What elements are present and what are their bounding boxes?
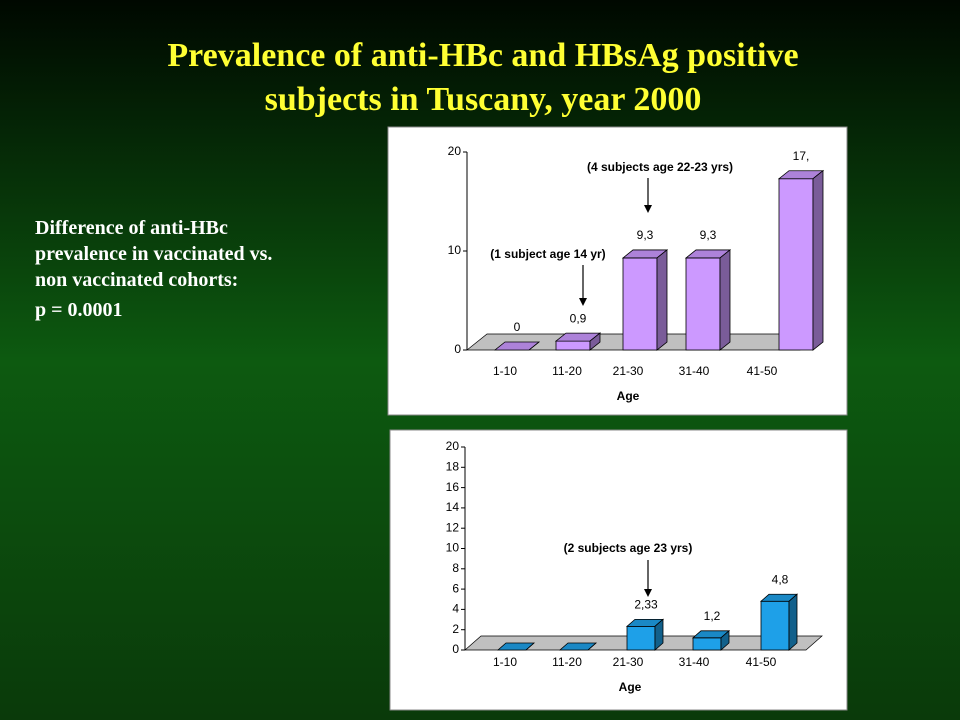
arrow-head [644, 589, 652, 597]
x-axis-label: Age [619, 680, 642, 694]
x-tick-label: 41-50 [746, 655, 777, 669]
y-tick-label: 18 [446, 459, 460, 473]
arrow-head [579, 298, 587, 306]
bar [692, 637, 722, 651]
y-tick-label: 16 [446, 480, 460, 494]
bar [626, 625, 656, 651]
value-label: 0,9 [570, 311, 587, 325]
value-label: 0 [514, 320, 521, 334]
bar-side [654, 618, 664, 651]
side-text: prevalence in vaccinated vs. [35, 243, 272, 265]
bar-side [719, 249, 731, 351]
y-tick-label: 20 [446, 439, 460, 453]
bar [760, 600, 790, 651]
y-tick-label: 10 [446, 541, 460, 555]
y-tick-label: 0 [452, 642, 459, 656]
annotation: (1 subject age 14 yr) [490, 247, 605, 261]
x-tick-label: 41-50 [747, 364, 778, 378]
bar-side [788, 593, 798, 651]
y-tick-label: 10 [448, 243, 462, 257]
annotation: (4 subjects age 22-23 yrs) [587, 160, 733, 174]
x-tick-label: 1-10 [493, 655, 517, 669]
value-label: 9,3 [637, 228, 654, 242]
x-tick-label: 21-30 [613, 655, 644, 669]
bar-side [587, 642, 597, 651]
bar [685, 257, 721, 351]
x-tick-label: 31-40 [679, 364, 710, 378]
title-line: subjects in Tuscany, year 2000 [265, 81, 702, 118]
bar-side [525, 642, 535, 651]
bar-side [528, 341, 540, 351]
y-tick-label: 6 [452, 581, 459, 595]
bar-side [812, 169, 824, 351]
chart: 0 10 20 0 1-10 0,9 11-20 9,3 21-30 9,3 31-40 17, 41-… [387, 126, 848, 416]
chart-panel [387, 126, 848, 416]
y-tick-label: 4 [452, 602, 459, 616]
bar-side [656, 249, 668, 351]
y-tick-label: 14 [446, 500, 460, 514]
value-label: 4,8 [772, 572, 789, 586]
value-label: 17, [793, 149, 810, 163]
x-tick-label: 11-20 [552, 364, 582, 378]
side-text: non vaccinated cohorts: [35, 269, 238, 291]
y-tick-label: 20 [448, 144, 462, 158]
bar [622, 257, 658, 351]
y-tick-label: 8 [452, 561, 459, 575]
x-tick-label: 31-40 [679, 655, 710, 669]
bar [778, 178, 814, 351]
chart: 0 2 4 6 8 10 12 14 16 18 20 1-10 11-20 2,33 21-30 1,2 31… [389, 429, 848, 711]
x-axis-label: Age [617, 389, 640, 403]
annotation: (2 subjects age 23 yrs) [564, 541, 693, 555]
title-line: Prevalence of anti-HBc and HBsAg positiv… [167, 37, 798, 74]
bar-side [589, 332, 601, 351]
y-tick-label: 2 [452, 622, 459, 636]
chart-panel [389, 429, 848, 711]
side-text: Difference of anti-HBc [35, 217, 228, 239]
y-tick-label: 0 [454, 342, 461, 356]
bar-side [720, 629, 730, 651]
value-label: 2,33 [634, 598, 658, 612]
x-tick-label: 1-10 [493, 364, 517, 378]
x-tick-label: 21-30 [613, 364, 644, 378]
bar [555, 340, 591, 351]
arrow-head [644, 205, 652, 213]
value-label: 1,2 [704, 609, 721, 623]
y-tick-label: 12 [446, 520, 460, 534]
side-text: p = 0.0001 [35, 299, 123, 321]
value-label: 9,3 [700, 228, 717, 242]
x-tick-label: 11-20 [552, 655, 582, 669]
